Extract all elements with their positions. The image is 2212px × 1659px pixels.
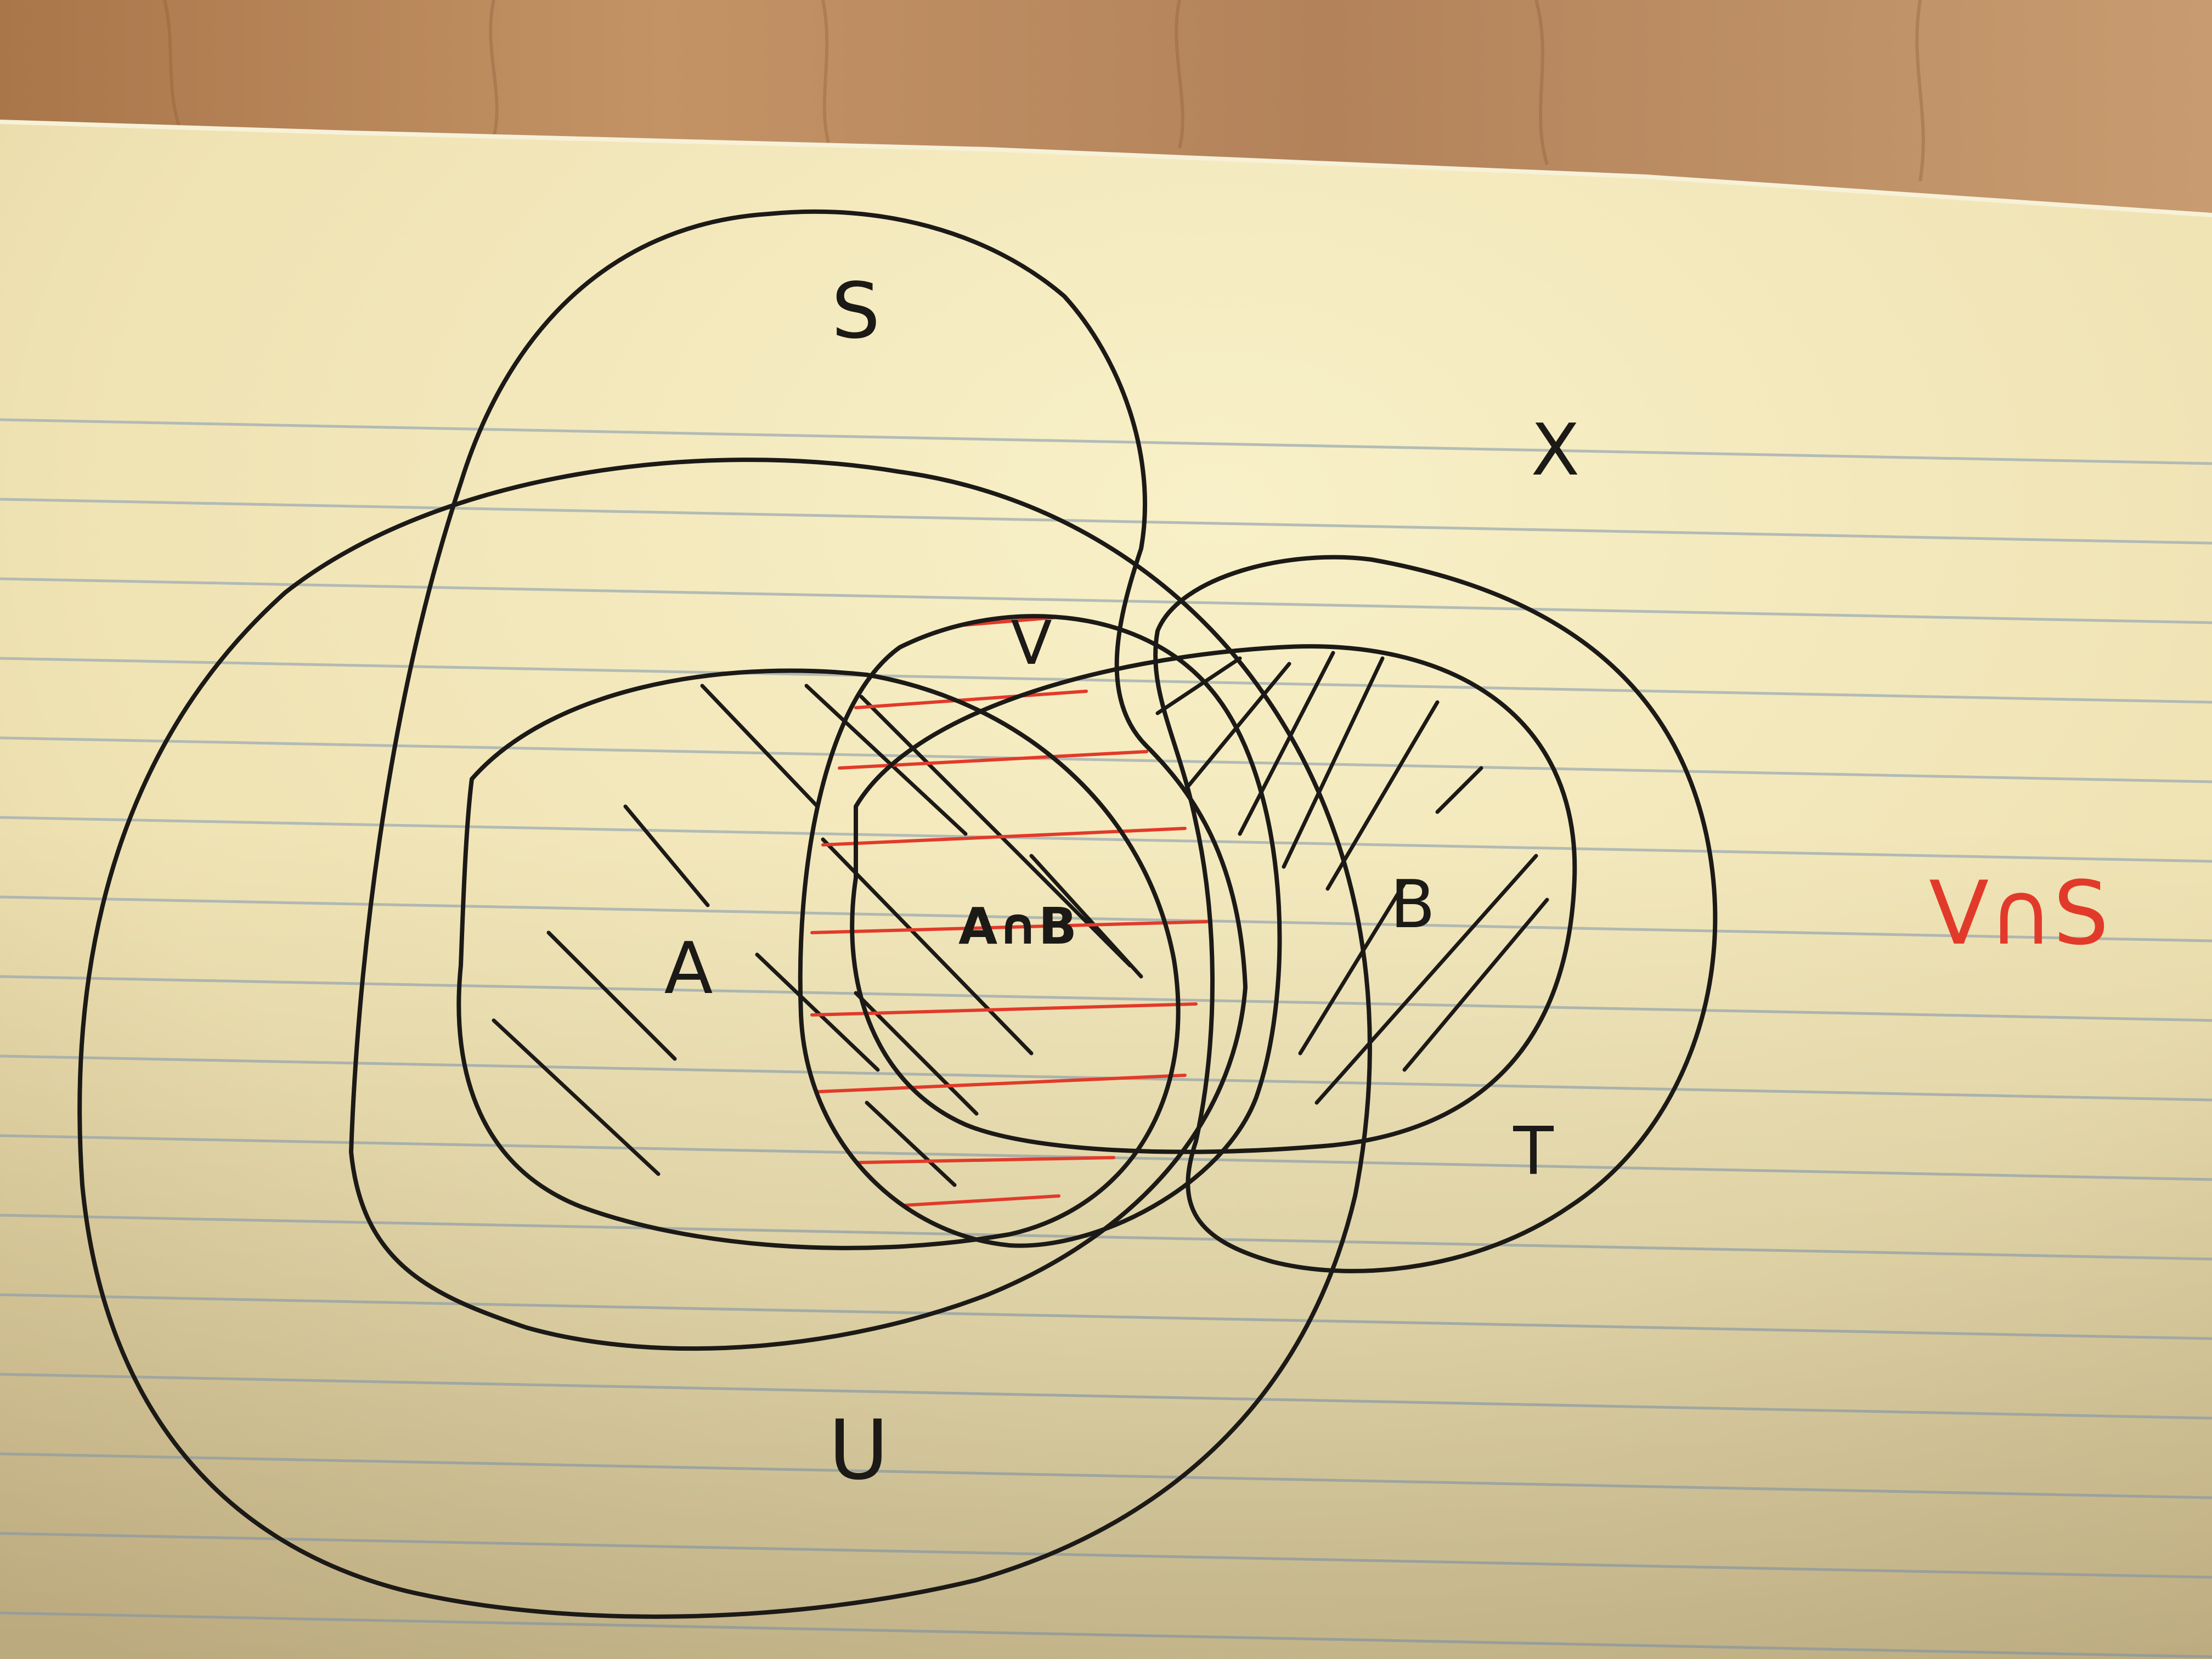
label-s: S — [832, 267, 881, 356]
label-a-intersect-b: A∩B — [958, 897, 1077, 956]
label-t: T — [1513, 1114, 1554, 1190]
hatch-b — [1155, 651, 1549, 1105]
lighting-shadow — [0, 823, 2212, 1659]
hatch-v-and-s-red — [810, 616, 1209, 1209]
wood-grain — [163, 0, 1925, 182]
set-s-outline — [349, 209, 1248, 1351]
set-t-outline — [1153, 555, 1718, 1273]
set-v-outline — [798, 614, 1282, 1248]
label-a: A — [664, 927, 713, 1010]
set-u-outline — [77, 458, 1372, 1619]
label-u: U — [828, 1403, 889, 1498]
label-b: B — [1390, 867, 1435, 943]
set-a-outline — [456, 668, 1181, 1250]
label-x: X — [1531, 408, 1579, 492]
paper-edge — [0, 120, 2212, 217]
set-b-outline — [850, 644, 1577, 1154]
note-v-intersect-s: V∩S — [1929, 862, 2109, 964]
label-v: V — [1011, 608, 1052, 678]
